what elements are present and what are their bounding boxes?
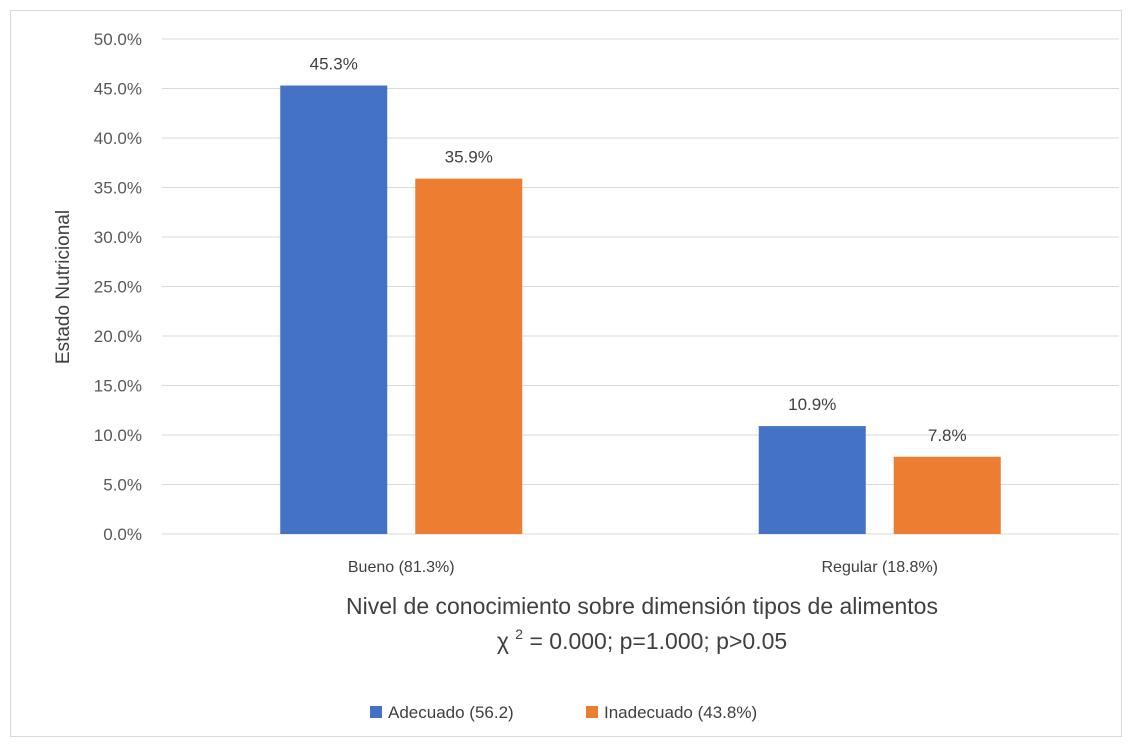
legend-swatch-adecuado (370, 706, 382, 718)
subtitle-superscript: 2 (515, 626, 523, 642)
y-tick-label: 15.0% (94, 377, 142, 396)
bar-inadecuado (415, 178, 523, 534)
bar-adecuado (758, 426, 866, 534)
y-tick-label: 50.0% (94, 30, 142, 49)
bar-inadecuado (893, 456, 1001, 534)
y-tick-label: 30.0% (94, 228, 142, 247)
data-label: 45.3% (310, 55, 358, 74)
y-tick-label: 20.0% (94, 327, 142, 346)
y-tick-label: 35.0% (94, 179, 142, 198)
y-tick-label: 45.0% (94, 80, 142, 99)
data-labels: 45.3% 35.9% 10.9% 7.8% (310, 55, 967, 445)
legend-swatch-inadecuado (586, 706, 598, 718)
y-tick-label: 5.0% (103, 476, 142, 495)
x-axis-title: Nivel de conocimiento sobre dimensión ti… (346, 593, 938, 619)
data-label: 35.9% (445, 148, 493, 167)
y-axis-title: Estado Nutricional (53, 210, 74, 364)
legend-label-inadecuado: Inadecuado (43.8%) (604, 703, 757, 722)
chart-frame (10, 10, 1122, 737)
y-tick-label: 25.0% (94, 278, 142, 297)
y-tick-label: 10.0% (94, 426, 142, 445)
legend: Adecuado (56.2) Inadecuado (43.8%) (370, 703, 757, 722)
category-labels: Bueno (81.3%) Regular (18.8%) (348, 559, 938, 576)
y-axis-ticks: 0.0% 5.0% 10.0% 15.0% 20.0% 25.0% 30.0% 35.0% 40… (94, 30, 142, 544)
subtitle-rest: = 0.000; p=1.000; p>0.05 (523, 628, 787, 654)
legend-label-adecuado: Adecuado (56.2) (388, 703, 514, 722)
category-label: Bueno (81.3%) (348, 559, 455, 576)
y-tick-label: 40.0% (94, 129, 142, 148)
subtitle-prefix: χ (497, 628, 515, 654)
bars (280, 85, 1001, 534)
chi-square-subtitle: χ 2 = 0.000; p=1.000; p>0.05 (497, 626, 787, 654)
data-label: 7.8% (928, 426, 967, 445)
bar-adecuado (280, 85, 388, 534)
y-tick-label: 0.0% (103, 525, 142, 544)
data-label: 10.9% (788, 395, 836, 414)
category-label: Regular (18.8%) (822, 559, 939, 576)
